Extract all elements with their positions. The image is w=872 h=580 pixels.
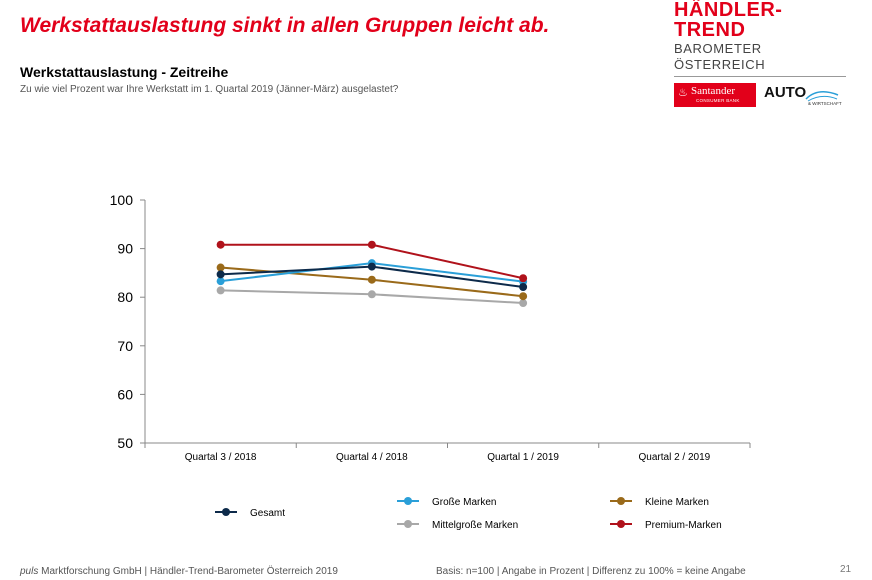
data-point xyxy=(216,270,225,279)
footer-left: puls Marktforschung GmbH | Händler-Trend… xyxy=(20,566,338,577)
page-number: 21 xyxy=(840,564,852,575)
y-tick-label: 90 xyxy=(117,241,133,257)
y-tick-label: 50 xyxy=(117,435,133,451)
auto-sub: & WIRTSCHAFT xyxy=(808,101,842,106)
data-point xyxy=(519,282,528,291)
data-point xyxy=(367,290,376,299)
auto-name: AUTO xyxy=(764,84,807,101)
headline: Werkstattauslastung sinkt in allen Grupp… xyxy=(20,14,550,37)
data-point xyxy=(519,274,528,283)
santander-logo: ♨ Santander CONSUMER BANK xyxy=(674,83,756,107)
legend-label: Kleine Marken xyxy=(645,497,709,508)
logo-title: HÄNDLER-TREND xyxy=(674,0,783,41)
car-swoosh-icon xyxy=(805,91,839,102)
auto-logo: AUTO & WIRTSCHAFT xyxy=(764,83,844,107)
y-tick-label: 70 xyxy=(117,338,133,354)
data-point xyxy=(216,240,225,249)
legend-label: Gesamt xyxy=(250,508,285,519)
y-tick-label: 100 xyxy=(110,192,134,208)
x-tick-label: Quartal 2 / 2019 xyxy=(639,452,711,463)
data-point xyxy=(519,299,528,308)
legend-marker xyxy=(222,508,230,516)
logo-subtitle: BAROMETER ÖSTERREICH xyxy=(674,41,846,77)
legend-label: Premium-Marken xyxy=(645,520,722,531)
legend-marker xyxy=(617,497,625,505)
footer-company: puls xyxy=(20,566,39,577)
data-point xyxy=(367,275,376,284)
data-point xyxy=(367,262,376,271)
santander-sub: CONSUMER BANK xyxy=(696,98,740,103)
x-tick-label: Quartal 3 / 2018 xyxy=(185,452,257,463)
flame-icon: ♨ xyxy=(678,87,688,99)
x-tick-label: Quartal 4 / 2018 xyxy=(336,452,408,463)
santander-name: Santander xyxy=(691,85,735,97)
x-tick-label: Quartal 1 / 2019 xyxy=(487,452,559,463)
y-tick-label: 60 xyxy=(117,386,133,402)
legend-label: Mittelgroße Marken xyxy=(432,520,518,531)
data-point xyxy=(519,292,528,301)
data-point xyxy=(216,263,225,272)
data-point xyxy=(367,240,376,249)
legend-marker xyxy=(404,497,412,505)
chart-title: Werkstattauslastung - Zeitreihe xyxy=(20,64,229,80)
y-tick-label: 80 xyxy=(117,289,133,305)
legend-marker xyxy=(617,520,625,528)
footer-left-text: Marktforschung GmbH | Händler-Trend-Baro… xyxy=(41,566,338,577)
legend-label: Große Marken xyxy=(432,497,496,508)
brand-logo: HÄNDLER-TREND BAROMETER ÖSTERREICH ♨ San… xyxy=(674,0,846,107)
data-point xyxy=(216,286,225,295)
legend-marker xyxy=(404,520,412,528)
data-point xyxy=(216,277,225,286)
footer-right: Basis: n=100 | Angabe in Prozent | Diffe… xyxy=(436,566,746,577)
line-chart: 50 60 70 80 90 100 Quartal 3 / 2018 Quartal 4 /… xyxy=(110,192,751,531)
chart-question: Zu wie viel Prozent war Ihre Werkstatt i… xyxy=(20,84,399,95)
